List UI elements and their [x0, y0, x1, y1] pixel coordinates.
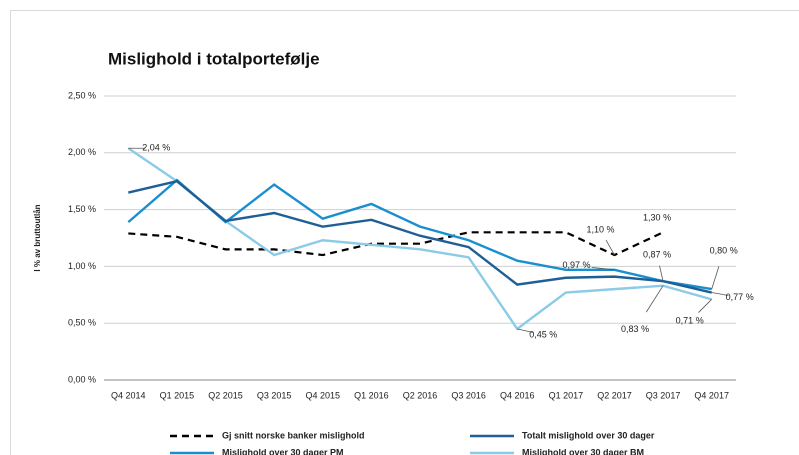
x-tick-label: Q4 2017	[694, 390, 729, 400]
data-label: 0,97 %	[562, 260, 590, 270]
leader-line	[711, 266, 720, 290]
y-axis-label: I % av bruttoutlån	[33, 204, 42, 271]
data-label: 1,30 %	[643, 213, 671, 223]
series-line	[128, 179, 712, 294]
data-label: 0,77 %	[726, 292, 754, 302]
leader-line	[659, 265, 664, 282]
legend-label: Mislighold over 30 dager PM	[222, 447, 344, 455]
x-tick-label: Q2 2016	[403, 390, 438, 400]
legend-label: Totalt mislighold over 30 dager	[522, 430, 655, 440]
leader-line	[698, 299, 712, 313]
series-line	[128, 231, 664, 257]
leader-line	[605, 239, 615, 256]
x-tick-label: Q1 2015	[160, 390, 195, 400]
y-tick-label: 0,00 %	[68, 374, 96, 384]
y-tick-label: 1,50 %	[68, 204, 96, 214]
x-tick-label: Q4 2015	[306, 390, 341, 400]
data-label: 0,83 %	[621, 324, 649, 334]
leader-line	[711, 292, 729, 296]
leader-line	[591, 267, 615, 271]
x-tick-label: Q2 2015	[208, 390, 243, 400]
legend-label: Gj snitt norske banker mislighold	[222, 430, 365, 440]
data-label: 0,80 %	[710, 245, 738, 255]
x-tick-label: Q4 2016	[500, 390, 535, 400]
x-tick-label: Q4 2014	[111, 390, 146, 400]
leader-line	[517, 328, 533, 333]
data-label: 0,87 %	[643, 250, 671, 260]
chart-title: Mislighold i totalportefølje	[108, 49, 320, 68]
x-tick-label: Q1 2017	[549, 390, 584, 400]
data-label: 0,71 %	[676, 316, 704, 326]
y-tick-label: 2,50 %	[68, 90, 96, 100]
data-label: 0,45 %	[529, 329, 557, 339]
leader-line	[645, 285, 664, 313]
x-tick-label: Q3 2017	[646, 390, 681, 400]
series-line	[127, 147, 713, 331]
y-tick-label: 2,00 %	[68, 147, 96, 157]
x-tick-label: Q3 2015	[257, 390, 292, 400]
x-tick-label: Q1 2016	[354, 390, 389, 400]
data-label: 2,04 %	[142, 143, 170, 153]
y-tick-label: 0,50 %	[68, 318, 96, 328]
frame	[10, 10, 799, 455]
x-tick-label: Q2 2017	[597, 390, 632, 400]
legend-label: Mislighold over 30 dager BM	[522, 447, 644, 455]
x-tick-label: Q3 2016	[451, 390, 486, 400]
y-tick-label: 1,00 %	[68, 261, 96, 271]
data-label: 1,10 %	[586, 224, 614, 234]
